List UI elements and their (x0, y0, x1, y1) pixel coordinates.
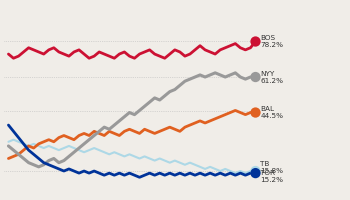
Text: BOS
78.2%: BOS 78.2% (260, 35, 284, 48)
Text: NYY
61.2%: NYY 61.2% (260, 71, 284, 84)
Point (253, 169, 258, 173)
Text: TB
15.8%: TB 15.8% (260, 161, 284, 174)
Point (253, 75, 258, 79)
Point (253, 40, 258, 43)
Text: TOR
15.2%: TOR 15.2% (260, 170, 284, 183)
Point (253, 172, 258, 175)
Text: BAL
44.5%: BAL 44.5% (260, 106, 284, 119)
Point (253, 111, 258, 114)
